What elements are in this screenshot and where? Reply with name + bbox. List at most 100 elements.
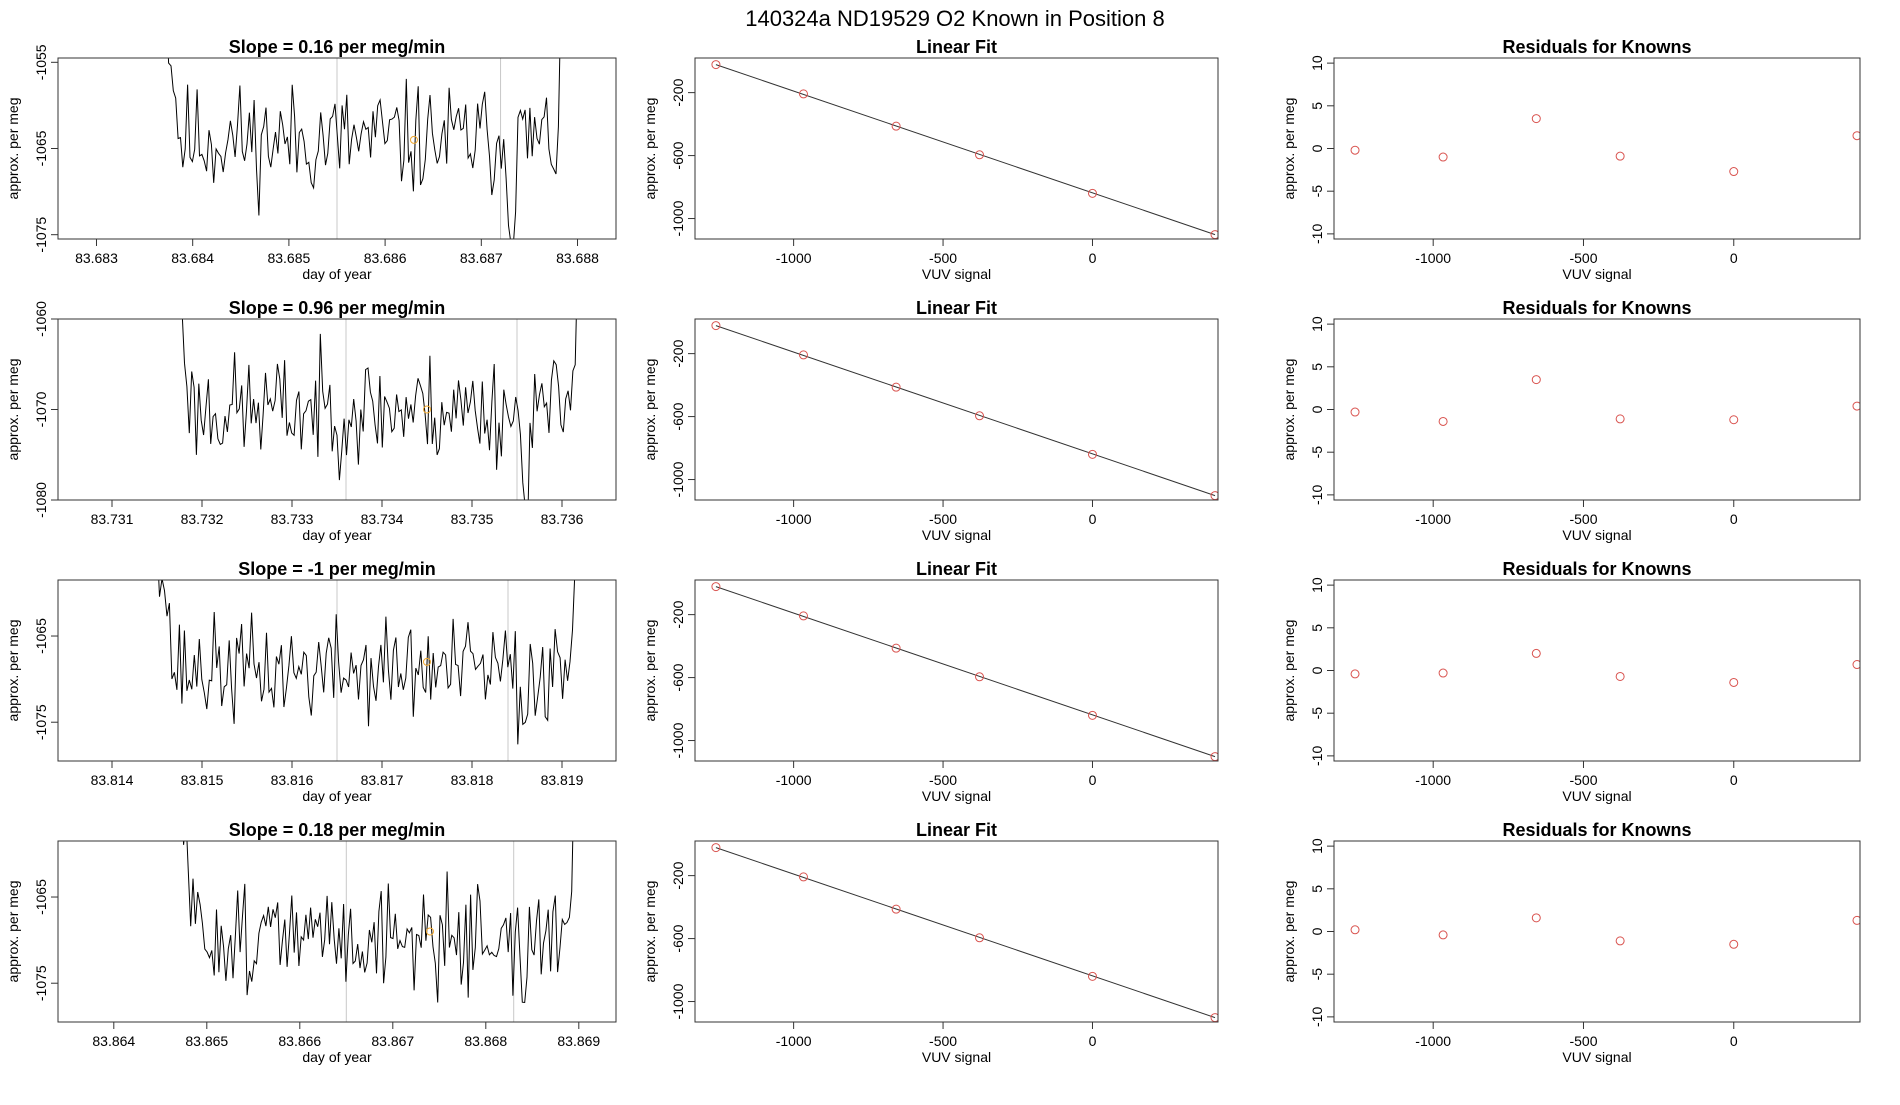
y-tick-label: -5 [1309,185,1325,198]
y-tick-label: 5 [1309,363,1325,371]
x-tick-label: -500 [1569,1033,1597,1049]
trace-line [182,841,574,1004]
y-tick-label: -600 [670,402,686,430]
plot-area [1350,913,1860,949]
plot-area [181,319,577,500]
data-point [798,350,808,360]
y-tick-label: 0 [1309,405,1325,413]
plot-area [1350,375,1860,426]
y-tick-label: 0 [1309,144,1325,152]
x-tick-label: -500 [929,1033,957,1049]
figure-title: 140324a ND19529 O2 Known in Position 8 [745,6,1165,31]
x-tick-label: 83.686 [364,250,407,266]
data-point [798,89,808,99]
data-point [1615,414,1625,424]
y-tick-label: 0 [1309,666,1325,674]
x-tick-label: 83.817 [361,772,404,788]
y-axis-label: approx. per meg [642,620,658,722]
y-tick-label: -1000 [670,722,686,758]
y-tick-label: -200 [670,600,686,628]
panel-title: Slope = -1 per meg/min [238,559,436,579]
y-tick-label: -10 [1309,224,1325,244]
y-tick-label: -1070 [33,391,49,427]
panel-title: Linear Fit [916,37,997,57]
y-tick-label: 5 [1309,885,1325,893]
data-point [798,611,808,621]
trace-line [158,580,576,745]
x-tick-label: 83.684 [171,250,214,266]
x-tick-label: 83.864 [92,1033,135,1049]
y-axis-label: approx. per meg [5,881,21,983]
x-tick-label: 83.683 [75,250,118,266]
data-point [1438,668,1448,678]
y-tick-label: -10 [1309,1007,1325,1027]
data-point [891,643,901,653]
plot-frame [1333,57,1861,240]
x-tick-label: 83.687 [460,250,503,266]
fit-line [715,64,1216,236]
data-point [1350,407,1360,417]
x-tick-label: 83.685 [267,250,310,266]
y-tick-label: -5 [1309,707,1325,720]
panel-title: Residuals for Knowns [1502,298,1691,318]
panel-residuals-4: Residuals for Knowns -1000 -500 0 10 5 0 -5 -10 V… [1281,820,1861,1065]
x-tick-label: -500 [1569,772,1597,788]
y-tick-label: -200 [670,339,686,367]
y-axis-label: approx. per meg [642,881,658,983]
y-tick-label: 10 [1309,577,1325,593]
x-tick-label: 83.819 [541,772,584,788]
plot-area [1350,648,1860,687]
y-tick-label: -1000 [670,200,686,236]
fit-line [715,847,1216,1019]
x-tick-label: -1000 [776,511,812,527]
y-tick-label: -600 [670,924,686,952]
plot-frame [694,579,1219,762]
data-point [1350,925,1360,935]
panel-title: Residuals for Knowns [1502,820,1691,840]
panel-title: Slope = 0.96 per meg/min [229,298,446,318]
x-tick-label: 83.865 [185,1033,228,1049]
plot-frame [57,579,617,762]
panel-title: Linear Fit [916,559,997,579]
y-tick-label: -1065 [33,618,49,654]
x-tick-label: 0 [1089,511,1097,527]
data-point [1087,971,1097,981]
plot-frame [57,57,617,240]
y-axis-label: approx. per meg [5,98,21,200]
data-point [1852,401,1860,411]
x-tick-label: 83.866 [278,1033,321,1049]
x-tick-label: 83.736 [541,511,584,527]
y-tick-label: -5 [1309,446,1325,459]
x-axis-label: day of year [302,1049,372,1065]
x-tick-label: 83.732 [181,511,224,527]
x-axis-label: VUV signal [1562,1049,1631,1065]
panel-title: Slope = 0.16 per meg/min [229,37,446,57]
x-tick-label: 83.734 [361,511,404,527]
y-tick-label: -10 [1309,485,1325,505]
plot-area [711,321,1218,500]
plot-frame [1333,579,1861,762]
panel-fit-2: Linear Fit -1000 -500 0 -200 -600 -1000 VUV sig… [642,298,1219,543]
data-point [1729,415,1739,425]
y-tick-label: -600 [670,141,686,169]
x-tick-label: -1000 [1415,772,1451,788]
y-tick-label: -1060 [33,301,49,337]
data-point [891,382,901,392]
data-point [1438,930,1448,940]
x-axis-label: VUV signal [922,788,991,804]
data-point [1615,936,1625,946]
panel-residuals-1: Residuals for Knowns -1000 -500 0 10 5 0 -5 -10 V… [1281,37,1861,282]
data-point [1438,152,1448,162]
data-point [975,672,985,682]
y-axis-label: approx. per meg [5,620,21,722]
data-point [1852,915,1860,925]
x-tick-label: 0 [1089,772,1097,788]
y-tick-label: -200 [670,78,686,106]
data-point [1531,375,1541,385]
x-tick-label: 0 [1730,511,1738,527]
panel-trace-1: Slope = 0.16 per meg/min 83.683 83.684 83.6… [5,37,617,282]
panel-title: Residuals for Knowns [1502,37,1691,57]
x-tick-label: -1000 [1415,250,1451,266]
